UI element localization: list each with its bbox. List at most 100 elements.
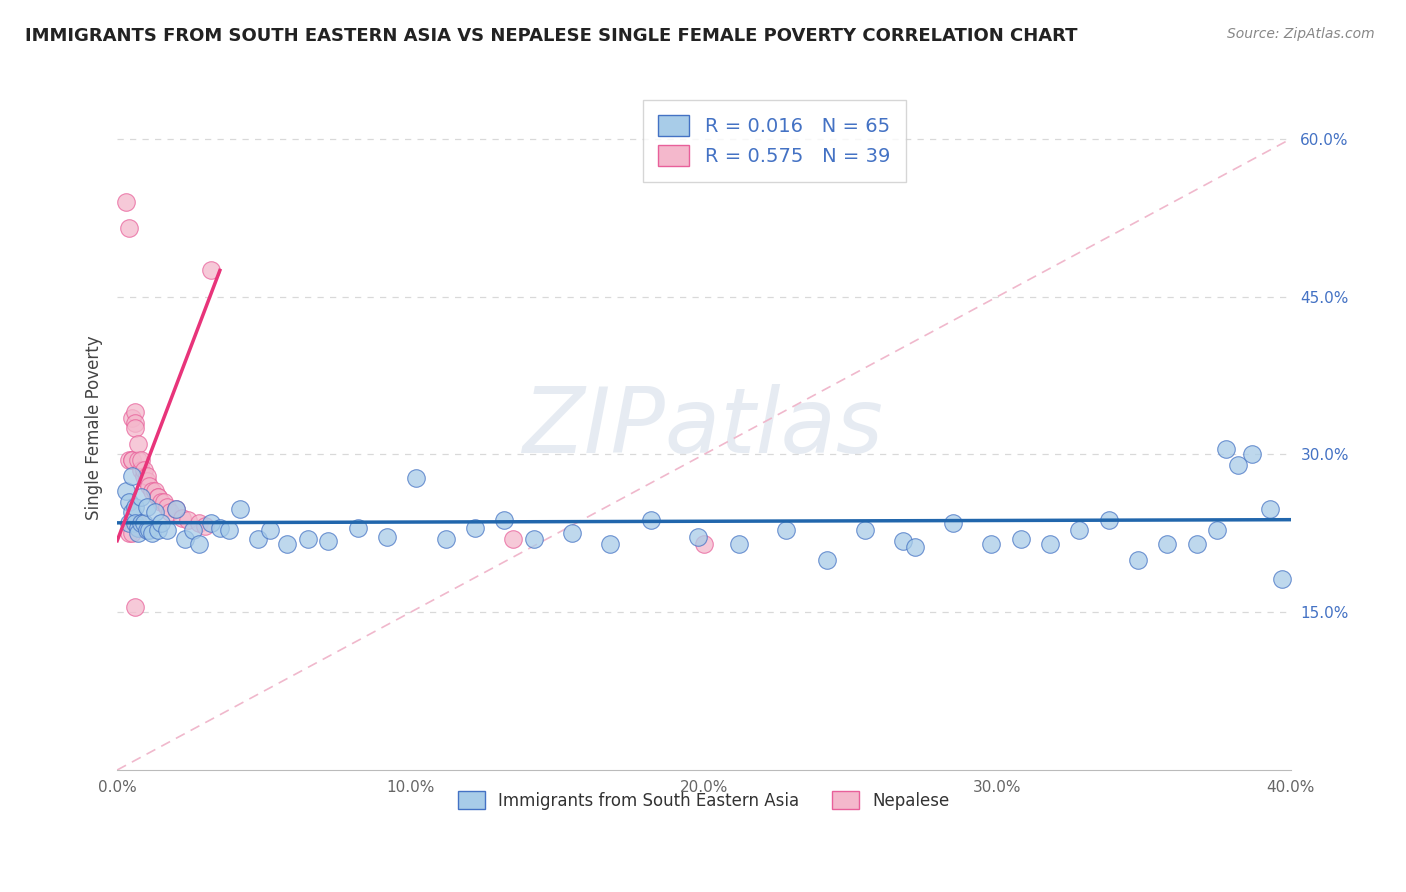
Point — [153, 495, 176, 509]
Point — [132, 463, 155, 477]
Point — [118, 221, 141, 235]
Point — [121, 410, 143, 425]
Point — [141, 484, 163, 499]
Point — [1185, 537, 1208, 551]
Point — [121, 452, 143, 467]
Point — [276, 537, 298, 551]
Point — [815, 552, 838, 566]
Point — [1206, 523, 1229, 537]
Point — [150, 516, 173, 530]
Point — [138, 523, 160, 537]
Point — [1215, 442, 1237, 457]
Point — [853, 523, 876, 537]
Point — [173, 532, 195, 546]
Point — [121, 505, 143, 519]
Point — [138, 479, 160, 493]
Point — [127, 437, 149, 451]
Point — [502, 532, 524, 546]
Legend: Immigrants from South Eastern Asia, Nepalese: Immigrants from South Eastern Asia, Nepa… — [444, 778, 963, 823]
Point — [132, 516, 155, 530]
Point — [132, 468, 155, 483]
Point — [124, 421, 146, 435]
Point — [141, 526, 163, 541]
Point — [1241, 447, 1264, 461]
Point — [297, 532, 319, 546]
Point — [246, 532, 269, 546]
Point — [1010, 532, 1032, 546]
Point — [127, 521, 149, 535]
Point — [693, 537, 716, 551]
Point — [1069, 523, 1091, 537]
Point — [127, 516, 149, 530]
Point — [129, 516, 152, 530]
Point — [118, 495, 141, 509]
Point — [561, 526, 583, 541]
Point — [156, 523, 179, 537]
Point — [124, 599, 146, 614]
Point — [188, 516, 211, 530]
Point — [208, 521, 231, 535]
Point — [728, 537, 751, 551]
Point — [124, 416, 146, 430]
Point — [775, 523, 797, 537]
Point — [143, 484, 166, 499]
Point — [200, 516, 222, 530]
Point — [129, 490, 152, 504]
Point — [121, 468, 143, 483]
Text: Source: ZipAtlas.com: Source: ZipAtlas.com — [1227, 27, 1375, 41]
Point — [121, 526, 143, 541]
Point — [640, 513, 662, 527]
Point — [1156, 537, 1178, 551]
Point — [143, 505, 166, 519]
Point — [218, 523, 240, 537]
Point — [135, 474, 157, 488]
Point — [599, 537, 621, 551]
Point — [118, 526, 141, 541]
Point — [135, 523, 157, 537]
Text: ZIPatlas: ZIPatlas — [523, 384, 884, 472]
Point — [1271, 572, 1294, 586]
Point — [1258, 502, 1281, 516]
Point — [183, 523, 205, 537]
Point — [118, 516, 141, 530]
Point — [148, 490, 170, 504]
Point — [904, 540, 927, 554]
Point — [494, 513, 516, 527]
Point — [115, 484, 138, 499]
Point — [124, 405, 146, 419]
Point — [148, 523, 170, 537]
Point — [129, 452, 152, 467]
Point — [1098, 513, 1121, 527]
Point — [129, 521, 152, 535]
Point — [170, 510, 193, 524]
Point — [200, 263, 222, 277]
Point — [893, 533, 915, 548]
Point — [259, 523, 281, 537]
Text: IMMIGRANTS FROM SOUTH EASTERN ASIA VS NEPALESE SINGLE FEMALE POVERTY CORRELATION: IMMIGRANTS FROM SOUTH EASTERN ASIA VS NE… — [25, 27, 1078, 45]
Point — [150, 495, 173, 509]
Point — [1226, 458, 1249, 472]
Point — [121, 452, 143, 467]
Point — [118, 452, 141, 467]
Point — [148, 490, 170, 504]
Point — [135, 500, 157, 514]
Y-axis label: Single Female Poverty: Single Female Poverty — [86, 336, 103, 521]
Point — [127, 452, 149, 467]
Point — [434, 532, 457, 546]
Point — [1126, 552, 1149, 566]
Point — [165, 502, 187, 516]
Point — [115, 195, 138, 210]
Point — [375, 529, 398, 543]
Point — [523, 532, 546, 546]
Point — [318, 533, 340, 548]
Point — [980, 537, 1002, 551]
Point — [942, 516, 965, 530]
Point — [194, 519, 217, 533]
Point — [1039, 537, 1062, 551]
Point — [229, 502, 252, 516]
Point — [346, 521, 368, 535]
Point — [464, 521, 486, 535]
Point — [159, 505, 181, 519]
Point — [156, 500, 179, 514]
Point — [135, 468, 157, 483]
